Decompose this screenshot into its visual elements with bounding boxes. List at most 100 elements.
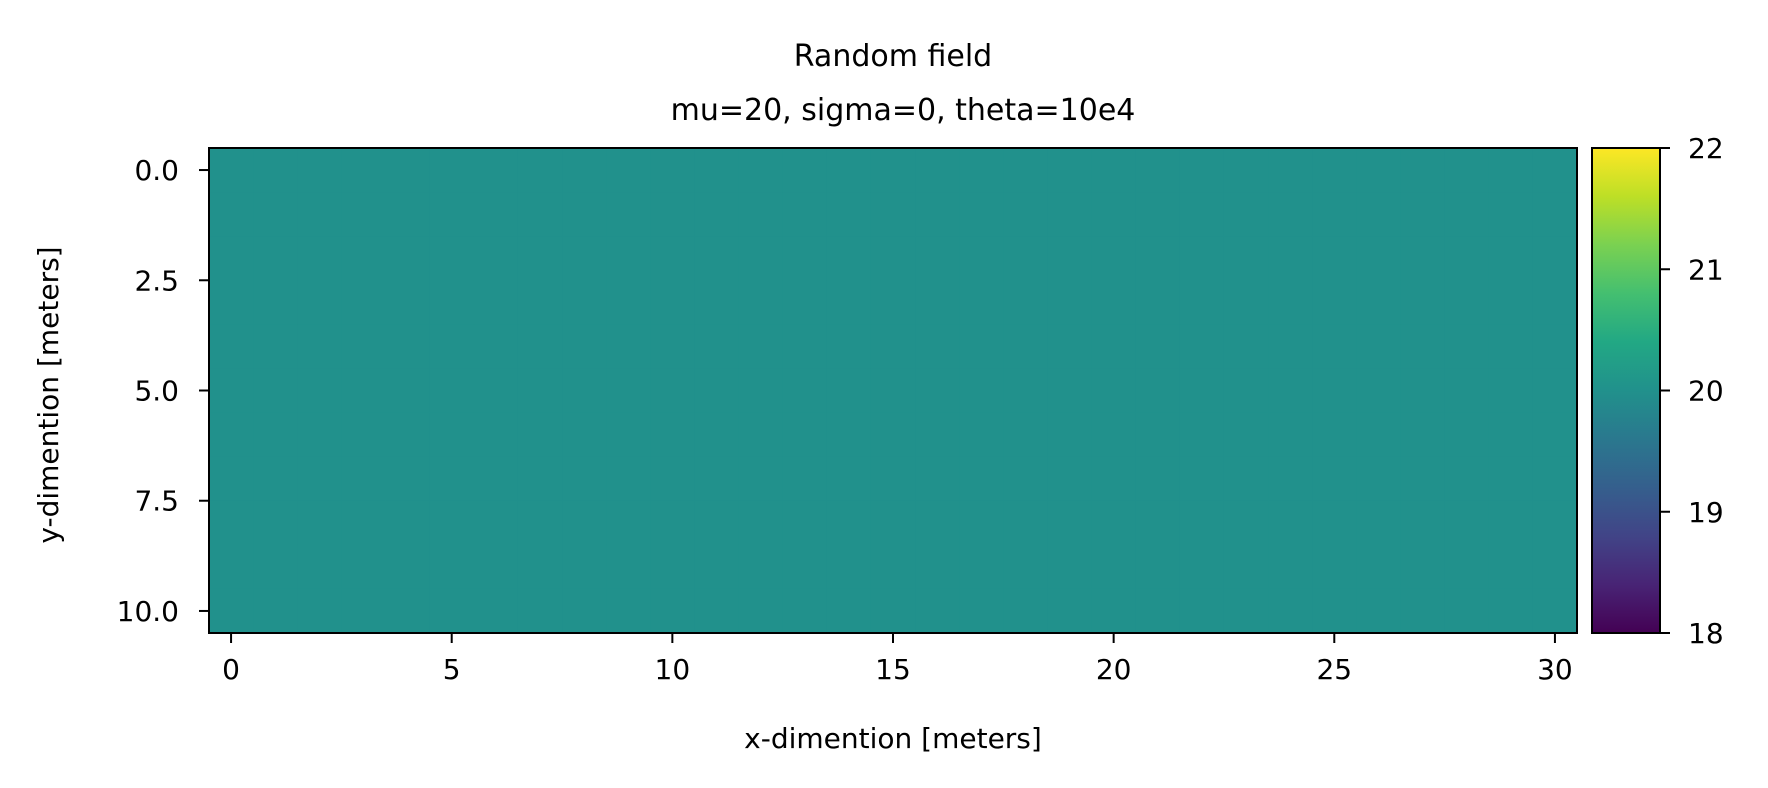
heatmap-cell <box>1400 192 1446 237</box>
heatmap-cell <box>1268 500 1313 546</box>
heatmap-cell <box>297 412 342 458</box>
heatmap-cell <box>1135 500 1181 546</box>
heatmap-cell <box>341 280 387 325</box>
heatmap-cell <box>517 280 563 325</box>
heatmap-cell <box>1135 368 1181 414</box>
y-axis-label: y-dimention [meters] <box>32 246 65 543</box>
y-axis: 0.0 2.5 5.0 7.5 10.0 <box>117 154 209 628</box>
heatmap-cell <box>694 192 740 237</box>
x-tick-label: 15 <box>875 653 911 686</box>
heatmap-cell <box>1091 148 1137 193</box>
heatmap-cell <box>1135 324 1181 370</box>
heatmap-cell <box>1268 192 1313 237</box>
heatmap-cell <box>385 236 431 281</box>
heatmap-cell <box>297 368 342 414</box>
x-tick-label: 5 <box>443 653 461 686</box>
heatmap-cell <box>694 500 740 546</box>
heatmap-cell <box>738 192 784 237</box>
heatmap-cell <box>341 544 387 590</box>
heatmap-cell <box>385 280 431 325</box>
heatmap-cell <box>297 456 342 502</box>
heatmap-cell <box>429 324 475 370</box>
heatmap-cell <box>341 456 387 502</box>
heatmap-cell <box>562 192 607 237</box>
heatmap-cell <box>1047 456 1093 502</box>
heatmap-cell <box>738 148 784 193</box>
heatmap-cell <box>297 148 342 193</box>
colorbar-tick-label: 21 <box>1688 253 1724 286</box>
heatmap-cell <box>738 324 784 370</box>
heatmap-cell <box>1268 236 1313 281</box>
heatmap-cell <box>959 500 1004 546</box>
heatmap-cell <box>826 192 872 237</box>
heatmap-cell <box>385 192 431 237</box>
heatmap-cell <box>1400 368 1446 414</box>
heatmap-cell <box>1356 544 1402 590</box>
heatmap-cell <box>1444 500 1490 546</box>
heatmap-cell <box>562 544 607 590</box>
heatmap-cell <box>341 236 387 281</box>
heatmap-cell <box>650 324 696 370</box>
heatmap-cell <box>473 500 519 546</box>
heatmap-cell <box>429 412 475 458</box>
y-tick-label: 7.5 <box>134 485 179 518</box>
x-tick-label: 30 <box>1537 653 1573 686</box>
heatmap-cell <box>1047 280 1093 325</box>
heatmap-cell <box>1223 280 1269 325</box>
heatmap-cell <box>253 544 298 590</box>
heatmap-cell <box>870 456 916 502</box>
heatmap-cell <box>429 588 475 634</box>
heatmap-cell <box>1400 544 1446 590</box>
heatmap-cell <box>782 412 828 458</box>
heatmap-cell <box>694 324 740 370</box>
chart-title: Random field <box>794 39 992 74</box>
heatmap-cell <box>1312 368 1357 414</box>
heatmap-cell <box>1268 280 1313 325</box>
heatmap-cell <box>1179 412 1225 458</box>
heatmap-cell <box>209 280 254 325</box>
heatmap-cell <box>1268 412 1313 458</box>
heatmap-cell <box>297 500 342 546</box>
heatmap-cell <box>959 368 1004 414</box>
heatmap-cell <box>1400 280 1446 325</box>
heatmap-cell <box>1488 192 1534 237</box>
heatmap-cell <box>1488 588 1534 634</box>
heatmap-cell <box>1532 368 1578 414</box>
heatmap-cell <box>959 456 1004 502</box>
heatmap-cell <box>1091 280 1137 325</box>
heatmap-cell <box>385 368 431 414</box>
heatmap-cell <box>959 192 1004 237</box>
heatmap-cell <box>473 544 519 590</box>
heatmap-cell <box>870 280 916 325</box>
heatmap-cell <box>1135 192 1181 237</box>
heatmap-cell <box>1047 148 1093 193</box>
heatmap-cell <box>738 412 784 458</box>
heatmap-cell <box>782 324 828 370</box>
heatmap-cell <box>253 324 298 370</box>
chart-subtitle: mu=20, sigma=0, theta=10e4 <box>671 93 1136 128</box>
heatmap-cell <box>562 324 607 370</box>
heatmap-cell <box>826 148 872 193</box>
heatmap-cell <box>1356 280 1402 325</box>
heatmap-cell <box>562 412 607 458</box>
heatmap-cell <box>1179 368 1225 414</box>
heatmap-cell <box>1400 236 1446 281</box>
heatmap-cell <box>1532 280 1578 325</box>
heatmap-cell <box>1047 544 1093 590</box>
heatmap-cell <box>1179 236 1225 281</box>
heatmap-cell <box>782 368 828 414</box>
heatmap-cell <box>562 368 607 414</box>
heatmap-cell <box>1047 324 1093 370</box>
heatmap-cell <box>606 412 651 458</box>
heatmap-cell <box>738 588 784 634</box>
heatmap-cell <box>1444 368 1490 414</box>
heatmap-cell <box>782 148 828 193</box>
heatmap-cell <box>1488 456 1534 502</box>
heatmap-cell <box>959 148 1004 193</box>
heatmap-cell <box>1003 236 1049 281</box>
heatmap-cell <box>959 412 1004 458</box>
heatmap-cell <box>606 588 651 634</box>
heatmap-cell <box>694 456 740 502</box>
heatmap-cell <box>1135 236 1181 281</box>
heatmap-cell <box>1444 412 1490 458</box>
